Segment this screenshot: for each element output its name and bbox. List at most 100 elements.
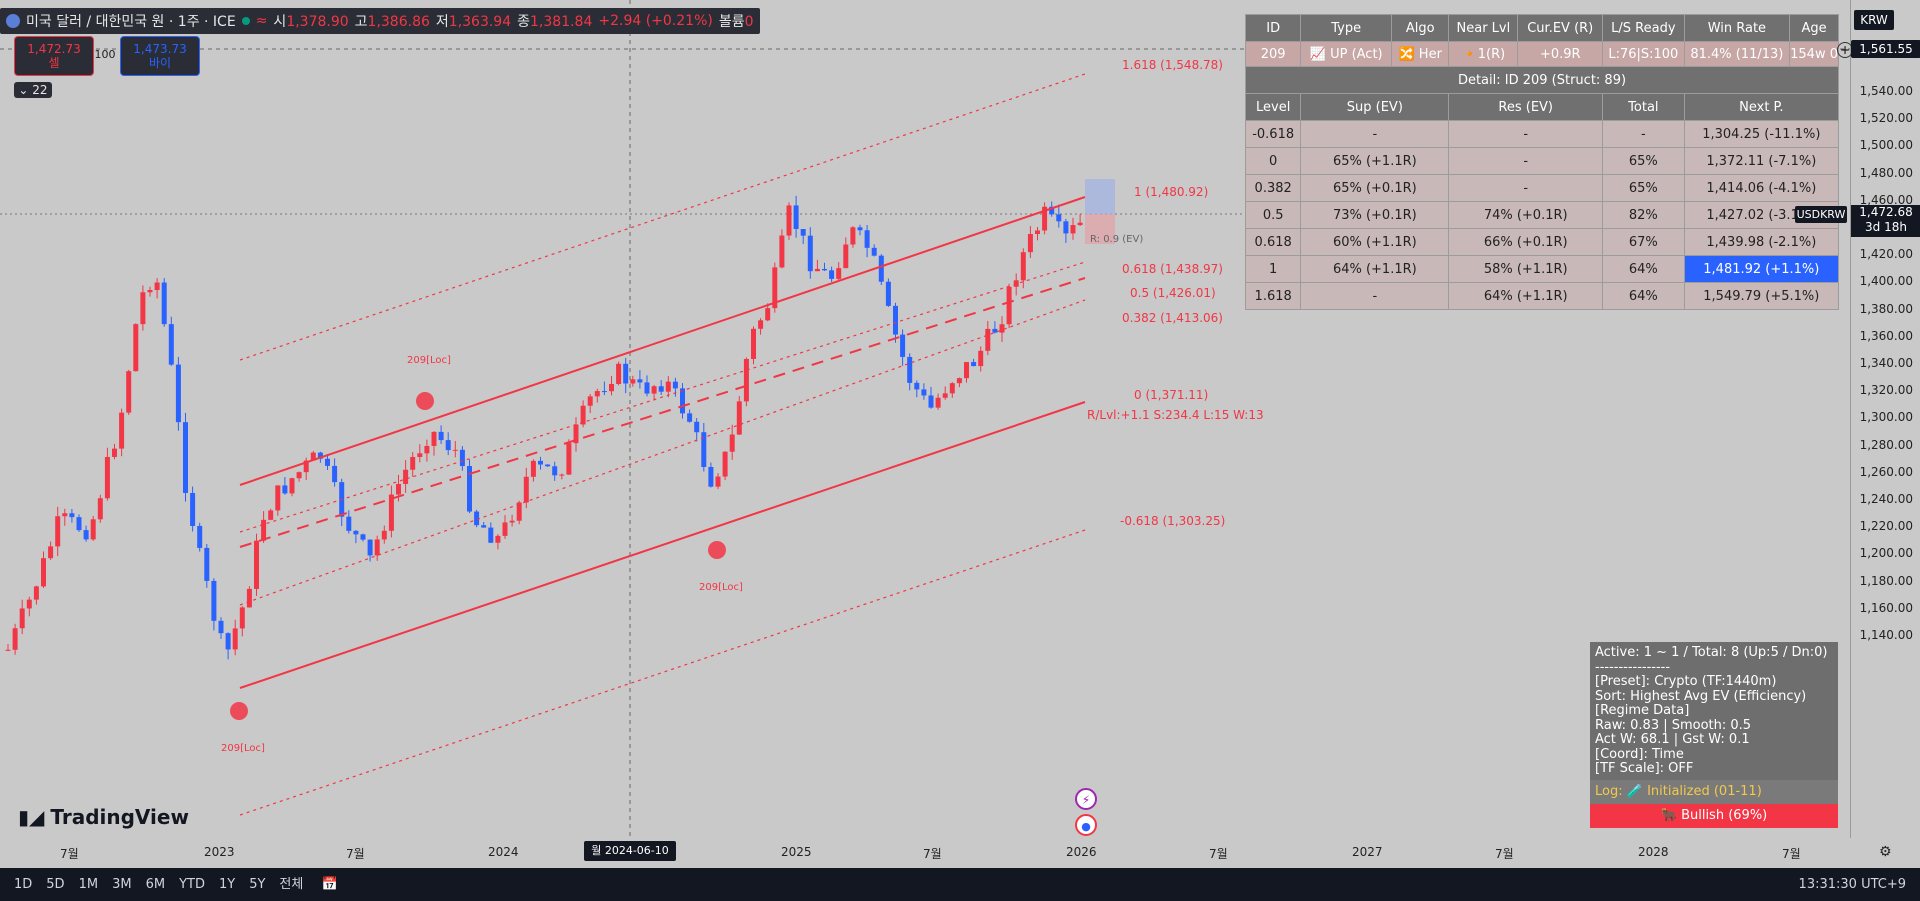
range-button[interactable]: 1Y <box>218 877 236 892</box>
symbol-header[interactable]: 미국 달러 / 대한민국 원 · 1주 · ICE ≈ 시1,378.90 고1… <box>0 8 760 34</box>
time-tick: 2028 <box>1638 845 1669 859</box>
table-cell: -0.618 <box>1244 120 1302 148</box>
table-cell: 66% (+0.1R) <box>1448 228 1604 256</box>
currency-selector[interactable]: KRW <box>1854 10 1894 30</box>
candle-body <box>672 381 678 389</box>
candle-body <box>104 456 110 499</box>
settings-gear-icon[interactable]: ⚙ <box>1879 844 1892 860</box>
symbol-title[interactable]: 미국 달러 / 대한민국 원 · 1주 · ICE <box>26 14 236 30</box>
candle-body <box>694 421 700 433</box>
svg-text:⚡: ⚡ <box>1082 793 1090 807</box>
symbol-tag: USDKRW <box>1795 206 1847 223</box>
candles <box>5 195 1083 660</box>
candle-body <box>289 478 295 494</box>
date-range-icon[interactable]: 📅 <box>321 877 338 892</box>
sell-button[interactable]: 1,472.73 셀 <box>14 36 94 76</box>
price-tick: 1,480.00 <box>1859 165 1913 180</box>
time-tick: 7월 <box>1209 847 1228 861</box>
buy-label: 바이 <box>148 56 172 70</box>
candle-body <box>69 513 75 518</box>
candle-body <box>538 460 543 465</box>
loc-label: 209[Loc] <box>407 355 451 366</box>
table-cell: 82% <box>1602 201 1685 229</box>
indicators-toggle[interactable]: ⌄ 22 <box>14 82 52 98</box>
level-label-1618: 1.618 (1,548.78) <box>1122 58 1223 72</box>
candle-body <box>928 395 934 408</box>
candle-body <box>90 519 96 540</box>
candle-body <box>836 268 842 279</box>
range-button[interactable]: 3M <box>112 877 132 892</box>
time-tick: 2027 <box>1352 845 1383 859</box>
price-tick: 1,240.00 <box>1859 492 1913 506</box>
candle-body <box>843 244 849 269</box>
close-label: 종 <box>517 14 531 30</box>
candle-body <box>296 472 302 479</box>
bar-countdown: 3d 18h <box>1865 220 1907 234</box>
range-button[interactable]: 1D <box>14 877 33 892</box>
time-axis[interactable]: 7월 2023 7월 2024 2025 7월 2026 7월 2027 7월 2028 7월 월 2… <box>0 838 1850 868</box>
quantity-value[interactable]: 100 <box>94 48 116 61</box>
range-button[interactable]: 5Y <box>249 877 266 892</box>
candle-body <box>715 476 721 487</box>
summary-cell: 209 <box>1244 41 1302 67</box>
candle-body <box>658 386 664 392</box>
candle-body <box>893 305 898 335</box>
channel-upper <box>239 196 1086 486</box>
candle-body <box>935 397 941 408</box>
candle-body <box>594 391 600 397</box>
candle-body <box>1042 206 1048 231</box>
candle-body <box>885 281 891 306</box>
price-tick: 1,380.00 <box>1859 301 1913 316</box>
price-tick: 1,260.00 <box>1859 464 1913 479</box>
candle-body <box>587 396 593 406</box>
time-tick: 7월 <box>346 847 365 861</box>
info-line: Act W: 68.1 | Gst W: 0.1 <box>1595 732 1750 747</box>
range-button[interactable]: 전체 <box>279 877 304 892</box>
level-label-05: 0.5 (1,426.01) <box>1130 286 1216 300</box>
candle-body <box>403 469 409 484</box>
table-cell: 64% (+1.1R) <box>1300 255 1450 283</box>
price-chart[interactable]: ⚡ ● <box>0 0 1850 838</box>
candle-body <box>765 308 771 321</box>
info-line: Sort: Highest Avg EV (Efficiency) <box>1595 688 1807 704</box>
tradingview-logo[interactable]: ▮◢ TradingView <box>18 805 189 829</box>
chart-area[interactable]: ⚡ ● 1.618 (1,548.78) 1 (1,480.92) R: 0.9… <box>0 0 1850 838</box>
buy-button[interactable]: 1,473.73 바이 <box>120 36 200 76</box>
candle-body <box>701 432 707 467</box>
time-tick: 7월 <box>1782 847 1801 861</box>
loc-marker <box>230 702 248 720</box>
candle-body <box>680 388 685 414</box>
table-cell: 60% (+1.1R) <box>1300 228 1450 256</box>
tradingview-logo-icon: ▮◢ <box>18 805 45 829</box>
table-cell: 64% <box>1602 255 1685 283</box>
table-cell: - <box>1300 120 1450 148</box>
range-button[interactable]: YTD <box>179 877 205 892</box>
candle-body <box>1035 230 1040 235</box>
candle-body <box>900 334 906 357</box>
price-axis[interactable]: KRW + 1,561.55 1,540.00 1,520.00 1,500.00 1… <box>1795 0 1920 860</box>
rlvl-label: R/Lvl:+1.1 S:234.4 L:15 W:13 <box>1087 408 1264 422</box>
time-tick: 7월 <box>60 847 79 861</box>
candle-body <box>190 492 196 526</box>
chevron-down-icon: ⌄ <box>18 83 29 97</box>
candle-body <box>907 356 913 383</box>
range-button[interactable]: 1M <box>78 877 99 892</box>
detail-header: Next P. <box>1683 93 1840 121</box>
range-button[interactable]: 6M <box>145 877 166 892</box>
candle-body <box>644 382 650 394</box>
last-price: 1,472.68 <box>1859 205 1913 219</box>
candle-body <box>204 547 210 581</box>
price-tick: 1,540.00 <box>1859 84 1913 98</box>
candle-body <box>360 534 366 540</box>
range-button[interactable]: 5D <box>46 877 65 892</box>
loc-label: 209[Loc] <box>221 743 265 754</box>
candle-body <box>1056 214 1062 222</box>
info-line: [Regime Data] <box>1595 703 1690 718</box>
channel-0618 <box>239 261 1086 533</box>
table-cell: 0.618 <box>1244 228 1302 256</box>
candle-body <box>942 393 948 398</box>
channel-1618 <box>239 73 1086 361</box>
price-tick: 1,320.00 <box>1859 383 1913 398</box>
candle-body <box>665 381 671 392</box>
log-text: 🧪 Initialized (01-11) <box>1626 784 1762 799</box>
